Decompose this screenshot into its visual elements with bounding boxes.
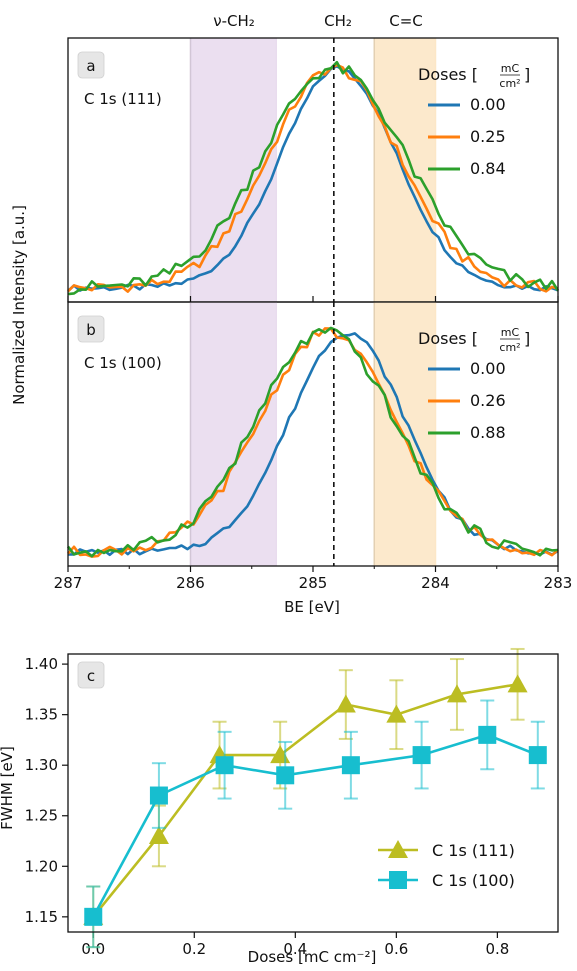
triangle-marker bbox=[148, 825, 169, 844]
plot-frame bbox=[67, 653, 559, 933]
panel-tag-letter: c bbox=[87, 667, 95, 685]
band-c-c bbox=[374, 302, 436, 566]
ylabel-fwhm: FWHM [eV] bbox=[0, 746, 16, 830]
y-tick-label: 1.15 bbox=[25, 908, 58, 926]
panel-tag-box bbox=[77, 661, 105, 689]
band-nu-ch2 bbox=[190, 302, 277, 566]
square-marker bbox=[215, 756, 234, 775]
legend-title: Doses [ bbox=[418, 329, 478, 348]
x-tick-label: 283 bbox=[544, 574, 573, 592]
legend-label: C 1s (111) bbox=[432, 841, 515, 860]
panel-b: b C 1s (100) Doses [ mC cm²] 0.00 0.26 0.88 287 2… bbox=[54, 296, 573, 592]
xlabel-doses: Doses [mC cm⁻²] bbox=[248, 948, 377, 966]
legend-label: 0.88 bbox=[470, 423, 506, 442]
square-marker bbox=[341, 756, 360, 775]
nu-ch2-label: ν-CH₂ bbox=[213, 12, 255, 30]
panel-a: a C 1s (111) Doses [ mC cm²] 0.00 0.25 0.84 bbox=[67, 37, 560, 303]
spectrum-line-0.00 bbox=[67, 65, 559, 292]
x-tick-label: 285 bbox=[299, 574, 328, 592]
legend-marker bbox=[388, 840, 408, 858]
legend-marker bbox=[389, 871, 407, 889]
panel-tag-box bbox=[77, 51, 105, 79]
legend-title-close: ] bbox=[524, 65, 530, 84]
y-tick-label: 1.25 bbox=[25, 807, 58, 825]
series-line-1 bbox=[92, 733, 539, 918]
panel-tag-letter: a bbox=[86, 57, 95, 75]
spectrum-line-0.88 bbox=[66, 326, 559, 558]
square-marker bbox=[84, 907, 103, 926]
legend-label: 0.00 bbox=[470, 95, 506, 114]
legend-title-den: cm² bbox=[499, 341, 520, 354]
y-tick-label: 1.30 bbox=[25, 756, 58, 774]
triangle-marker bbox=[446, 684, 467, 703]
series-line-0 bbox=[92, 683, 518, 918]
triangle-marker bbox=[386, 704, 407, 723]
cc-label: C=C bbox=[389, 12, 423, 30]
spectrum-line-0.25 bbox=[67, 63, 559, 293]
y-tick-label: 1.35 bbox=[25, 706, 58, 724]
xlabel-be: BE [eV] bbox=[284, 598, 340, 616]
y-tick-label: 1.20 bbox=[25, 857, 58, 875]
band-nu-ch2 bbox=[190, 38, 277, 302]
triangle-marker bbox=[335, 694, 356, 713]
legend-label: 0.00 bbox=[470, 359, 506, 378]
square-marker bbox=[276, 766, 295, 785]
legend-title: Doses [ bbox=[418, 65, 478, 84]
x-tick-label: 284 bbox=[421, 574, 450, 592]
panel-c: 1.15 1.20 1.25 1.30 1.35 1.40 0.0 0.2 0.4 0.6 0.8 c… bbox=[25, 647, 559, 958]
square-marker bbox=[478, 725, 497, 744]
x-tick-label: 286 bbox=[176, 574, 205, 592]
panel-annotation: C 1s (100) bbox=[84, 354, 162, 372]
x-tick-label: 0.2 bbox=[182, 940, 206, 958]
legend-label: 0.26 bbox=[470, 391, 506, 410]
legend-label: C 1s (100) bbox=[432, 871, 515, 890]
panel-tag-letter: b bbox=[86, 321, 96, 339]
triangle-marker bbox=[507, 674, 528, 693]
legend-title-den: cm² bbox=[499, 77, 520, 90]
panel-tag-box bbox=[77, 315, 105, 343]
ylabel-intensity: Normalized Intensity [a.u.] bbox=[10, 205, 28, 405]
x-tick-label: 0.6 bbox=[384, 940, 408, 958]
x-tick-label: 287 bbox=[54, 574, 83, 592]
panel-annotation: C 1s (111) bbox=[84, 90, 162, 108]
y-tick-label: 1.40 bbox=[25, 655, 58, 673]
legend-label: 0.25 bbox=[470, 127, 506, 146]
legend-label: 0.84 bbox=[470, 159, 506, 178]
legend-title-close: ] bbox=[524, 329, 530, 348]
ch2-label: CH₂ bbox=[324, 12, 352, 30]
x-tick-label: 0.4 bbox=[283, 940, 307, 958]
legend-title-num: mC bbox=[501, 62, 520, 75]
spectrum-line-0.84 bbox=[67, 60, 560, 296]
legend-title-num: mC bbox=[501, 326, 520, 339]
x-tick-label: 0.0 bbox=[81, 940, 105, 958]
square-marker bbox=[528, 746, 547, 765]
square-marker bbox=[412, 746, 431, 765]
x-tick-label: 0.8 bbox=[485, 940, 509, 958]
square-marker bbox=[149, 786, 168, 805]
